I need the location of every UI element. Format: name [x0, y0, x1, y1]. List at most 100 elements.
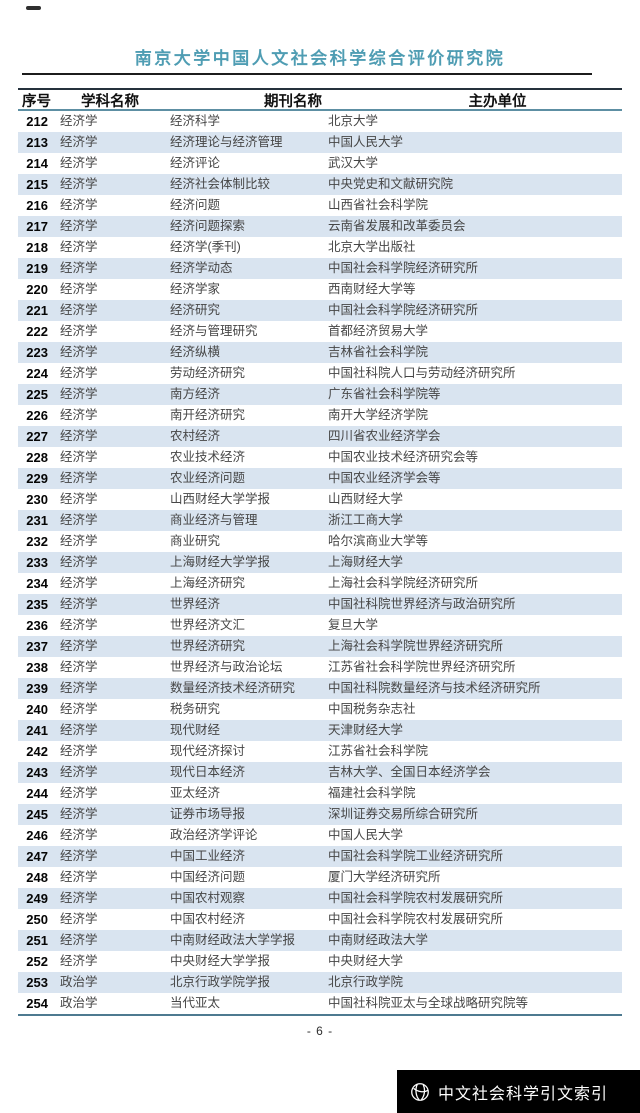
journal-name: 证券市场导报	[170, 807, 246, 821]
discipline-name: 经济学	[60, 114, 98, 128]
row-number: 220	[26, 282, 48, 297]
journal-name: 经济问题探索	[170, 219, 246, 233]
row-number: 217	[26, 219, 48, 234]
organizer-name: 中国人民大学	[328, 828, 404, 842]
journal-name: 经济问题	[170, 198, 221, 212]
table-row: 234 经济学 上海经济研究 上海社会科学院经济研究所	[18, 573, 622, 594]
row-number: 230	[26, 492, 48, 507]
row-number: 221	[26, 303, 48, 318]
journal-name: 上海财经大学学报	[170, 555, 271, 569]
journal-name: 山西财经大学学报	[170, 492, 271, 506]
discipline-name: 经济学	[60, 807, 98, 821]
row-number: 233	[26, 555, 48, 570]
journal-name: 经济学家	[170, 282, 221, 296]
organizer-name: 复旦大学	[328, 618, 379, 632]
discipline-name: 经济学	[60, 555, 98, 569]
journal-name: 当代亚太	[170, 996, 221, 1010]
row-number: 239	[26, 681, 48, 696]
row-number: 212	[26, 114, 48, 129]
table-row: 246 经济学 政治经济学评论 中国人民大学	[18, 825, 622, 846]
organizer-name: 中国农业技术经济研究会等	[328, 450, 479, 464]
discipline-name: 经济学	[60, 324, 98, 338]
row-number: 254	[26, 996, 48, 1011]
row-number: 216	[26, 198, 48, 213]
row-number: 240	[26, 702, 48, 717]
table-row: 235 经济学 世界经济 中国社科院世界经济与政治研究所	[18, 594, 622, 615]
discipline-name: 政治学	[60, 975, 98, 989]
row-number: 246	[26, 828, 48, 843]
table-row: 215 经济学 经济社会体制比较 中央党史和文献研究院	[18, 174, 622, 195]
journal-name: 政治经济学评论	[170, 828, 258, 842]
table-row: 227 经济学 农村经济 四川省农业经济学会	[18, 426, 622, 447]
discipline-name: 经济学	[60, 828, 98, 842]
table-row: 217 经济学 经济问题探索 云南省发展和改革委员会	[18, 216, 622, 237]
journal-name: 劳动经济研究	[170, 366, 246, 380]
organizer-name: 中国社科院世界经济与政治研究所	[328, 597, 516, 611]
discipline-name: 经济学	[60, 366, 98, 380]
table-row: 242 经济学 现代经济探讨 江苏省社会科学院	[18, 741, 622, 762]
organizer-name: 广东省社会科学院等	[328, 387, 441, 401]
organizer-name: 中国社会科学院农村发展研究所	[328, 912, 504, 926]
table-row: 241 经济学 现代财经 天津财经大学	[18, 720, 622, 741]
row-number: 215	[26, 177, 48, 192]
row-number: 250	[26, 912, 48, 927]
discipline-name: 经济学	[60, 744, 98, 758]
organizer-name: 上海财经大学	[328, 555, 404, 569]
column-header-organizer: 主办单位	[468, 94, 527, 110]
table-row: 212 经济学 经济科学 北京大学	[18, 111, 622, 132]
discipline-name: 经济学	[60, 870, 98, 884]
organizer-name: 天津财经大学	[328, 723, 404, 737]
table-row: 240 经济学 税务研究 中国税务杂志社	[18, 699, 622, 720]
table-row: 238 经济学 世界经济与政治论坛 江苏省社会科学院世界经济研究所	[18, 657, 622, 678]
discipline-name: 经济学	[60, 786, 98, 800]
journal-name: 南方经济	[170, 387, 221, 401]
journal-name: 经济理论与经济管理	[170, 135, 283, 149]
organizer-name: 中国税务杂志社	[328, 702, 416, 716]
row-number: 247	[26, 849, 48, 864]
page-number: - 6 -	[306, 1024, 334, 1038]
organizer-name: 江苏省社会科学院世界经济研究所	[328, 660, 516, 674]
table-row: 248 经济学 中国经济问题 厦门大学经济研究所	[18, 867, 622, 888]
discipline-name: 经济学	[60, 702, 98, 716]
discipline-name: 经济学	[60, 534, 98, 548]
journal-name: 世界经济	[170, 597, 221, 611]
organizer-name: 吉林大学、全国日本经济学会	[328, 765, 491, 779]
discipline-name: 经济学	[60, 912, 98, 926]
organizer-name: 山西财经大学	[328, 492, 404, 506]
row-number: 242	[26, 744, 48, 759]
discipline-name: 经济学	[60, 597, 98, 611]
organizer-name: 云南省发展和改革委员会	[328, 219, 466, 233]
corner-mark	[26, 6, 41, 10]
table-row: 213 经济学 经济理论与经济管理 中国人民大学	[18, 132, 622, 153]
row-number: 243	[26, 765, 48, 780]
table-row: 225 经济学 南方经济 广东省社会科学院等	[18, 384, 622, 405]
discipline-name: 经济学	[60, 303, 98, 317]
journal-name: 经济科学	[170, 114, 221, 128]
table-row: 232 经济学 商业研究 哈尔滨商业大学等	[18, 531, 622, 552]
organizer-name: 山西省社会科学院	[328, 198, 429, 212]
column-header-journal: 期刊名称	[264, 94, 322, 110]
journal-name: 经济纵横	[170, 345, 221, 359]
organizer-name: 中央财经大学	[328, 954, 404, 968]
journal-name: 商业经济与管理	[170, 513, 258, 527]
row-number: 228	[26, 450, 48, 465]
row-number: 214	[26, 156, 48, 171]
journal-name: 现代财经	[170, 723, 221, 737]
journal-name: 农业经济问题	[170, 471, 246, 485]
discipline-name: 经济学	[60, 723, 98, 737]
discipline-name: 政治学	[60, 996, 98, 1010]
organizer-name: 北京行政学院	[328, 975, 404, 989]
journal-name: 世界经济研究	[170, 639, 246, 653]
discipline-name: 经济学	[60, 156, 98, 170]
discipline-name: 经济学	[60, 471, 98, 485]
journal-name: 中南财经政法大学学报	[170, 933, 296, 947]
discipline-name: 经济学	[60, 240, 98, 254]
discipline-name: 经济学	[60, 492, 98, 506]
discipline-name: 经济学	[60, 576, 98, 590]
row-number: 226	[26, 408, 48, 423]
table-row: 252 经济学 中央财经大学学报 中央财经大学	[18, 951, 622, 972]
organizer-name: 中国社科院亚太与全球战略研究院等	[328, 996, 529, 1010]
row-number: 238	[26, 660, 48, 675]
organizer-name: 福建社会科学院	[328, 786, 416, 800]
